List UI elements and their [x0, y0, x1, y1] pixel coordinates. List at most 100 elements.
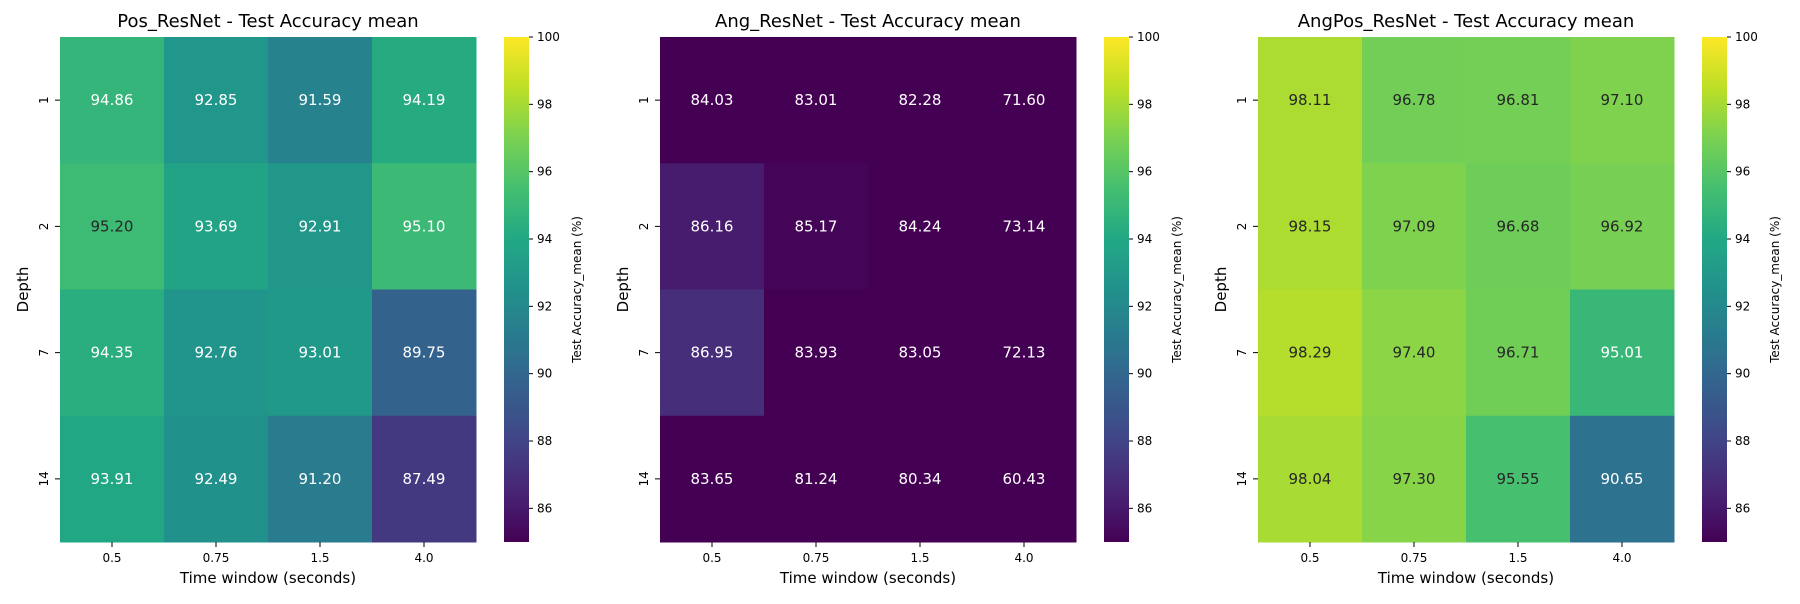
heatmap-cell [164, 163, 269, 290]
colorbar-tick-label: 96 [1137, 165, 1152, 179]
chart-title: Pos_ResNet - Test Accuracy mean [117, 11, 418, 32]
cell-value-label: 60.43 [1003, 470, 1046, 488]
heatmap-cell [1570, 415, 1675, 543]
colorbar-tick-label: 90 [1137, 367, 1152, 381]
heatmap-cell [1258, 415, 1363, 543]
cell-value-label: 96.78 [1393, 91, 1436, 109]
heatmap-panel-2: Ang_ResNet - Test Accuracy mean 84.03 83.0… [614, 11, 1184, 587]
colorbar-tick-label: 94 [537, 232, 552, 246]
heatmap-cell [372, 163, 477, 290]
cell-value-label: 92.85 [195, 91, 238, 109]
heatmap-cell [164, 289, 269, 417]
colorbar-tick-label: 88 [1735, 434, 1750, 448]
cell-value-label: 92.91 [299, 217, 342, 235]
cell-value-label: 93.69 [195, 217, 238, 235]
heatmap-cell [60, 37, 165, 164]
cell-value-label: 96.81 [1497, 91, 1540, 109]
cell-value-label: 94.19 [403, 91, 446, 109]
heatmap-panel-3: AngPos_ResNet - Test Accuracy mean 98.11 9… [1212, 11, 1782, 587]
colorbar-tick-label: 86 [537, 501, 552, 515]
chart-title: Ang_ResNet - Test Accuracy mean [715, 11, 1021, 32]
colorbar-tick-label: 92 [1137, 299, 1152, 313]
colorbar-tick-label: 100 [1735, 30, 1758, 44]
cell-value-label: 94.35 [91, 344, 134, 362]
cell-value-label: 95.55 [1497, 470, 1540, 488]
x-tick-label: 0.5 [702, 551, 721, 565]
colorbar-tick-label: 94 [1735, 232, 1750, 246]
cell-value-label: 93.91 [91, 470, 134, 488]
colorbar-tick-label: 86 [1137, 501, 1152, 515]
cell-value-label: 72.13 [1003, 344, 1046, 362]
heatmap-cell [1570, 289, 1675, 417]
x-tick-label: 1.5 [310, 551, 329, 565]
heatmap-cell [1258, 163, 1363, 290]
cell-value-label: 86.95 [691, 344, 734, 362]
cell-value-label: 98.11 [1289, 91, 1332, 109]
heatmap-cell [372, 415, 477, 543]
heatmap-cell [1466, 289, 1571, 417]
heatmap-cell [164, 37, 269, 164]
heatmap-cell [372, 37, 477, 164]
heatmap-cell [1362, 289, 1467, 417]
y-tick-label: 7 [1235, 349, 1249, 357]
heatmap-cell [972, 415, 1077, 543]
cell-value-label: 90.65 [1601, 470, 1644, 488]
cell-value-label: 85.17 [795, 217, 838, 235]
colorbar-label: Test Accuracy_mean (%) [1170, 216, 1184, 364]
cell-value-label: 82.28 [899, 91, 942, 109]
y-axis-label: Depth [1212, 267, 1230, 313]
heatmap-cell [868, 163, 973, 290]
heatmap-cell [868, 37, 973, 164]
heatmap-cell [60, 415, 165, 543]
heatmap-panel-1: Pos_ResNet - Test Accuracy mean 94.86 92.8… [14, 11, 584, 587]
x-axis-label: Time window (seconds) [1377, 569, 1554, 587]
cell-value-label: 83.05 [899, 344, 942, 362]
cell-value-label: 97.10 [1601, 91, 1644, 109]
y-tick-label: 14 [637, 471, 651, 486]
heatmap-cell [60, 289, 165, 417]
heatmap-cell [372, 289, 477, 417]
cell-value-label: 94.86 [91, 91, 134, 109]
heatmap-cell [764, 163, 869, 290]
heatmap-cell [268, 289, 373, 417]
y-tick-label: 14 [37, 471, 51, 486]
y-tick-label: 1 [1235, 96, 1249, 104]
y-axis-label: Depth [614, 267, 632, 313]
colorbar-label: Test Accuracy_mean (%) [1768, 216, 1782, 364]
cell-value-label: 71.60 [1003, 91, 1046, 109]
colorbar-tick-label: 96 [537, 165, 552, 179]
colorbar-tick-label: 92 [1735, 299, 1750, 313]
heatmap-cell [972, 289, 1077, 417]
heatmap-cell [972, 37, 1077, 164]
heatmap-cell [868, 415, 973, 543]
cell-value-label: 93.01 [299, 344, 342, 362]
cell-value-label: 97.30 [1393, 470, 1436, 488]
colorbar [504, 37, 529, 542]
cell-value-label: 92.76 [195, 344, 238, 362]
x-tick-label: 0.5 [102, 551, 121, 565]
cell-value-label: 83.65 [691, 470, 734, 488]
cell-value-label: 84.24 [899, 217, 942, 235]
cell-value-label: 96.71 [1497, 344, 1540, 362]
heatmap-cell [1570, 37, 1675, 164]
x-tick-label: 0.5 [1300, 551, 1319, 565]
heatmap-cell [972, 163, 1077, 290]
heatmap-cell [1258, 37, 1363, 164]
colorbar-tick-label: 92 [537, 299, 552, 313]
heatmap-cell [660, 289, 765, 417]
heatmap-cell [1258, 289, 1363, 417]
heatmap-cell [1362, 415, 1467, 543]
x-axis-label: Time window (seconds) [779, 569, 956, 587]
cell-value-label: 97.40 [1393, 344, 1436, 362]
x-tick-label: 1.5 [1508, 551, 1527, 565]
colorbar-tick-label: 100 [1137, 30, 1160, 44]
x-tick-label: 1.5 [910, 551, 929, 565]
cell-value-label: 81.24 [795, 470, 838, 488]
x-tick-label: 0.75 [803, 551, 830, 565]
cell-value-label: 96.68 [1497, 217, 1540, 235]
cell-value-label: 80.34 [899, 470, 942, 488]
colorbar-tick-label: 90 [537, 367, 552, 381]
heatmap-cell [1570, 163, 1675, 290]
heatmap-cell [1466, 37, 1571, 164]
colorbar-tick-label: 98 [1137, 97, 1152, 111]
